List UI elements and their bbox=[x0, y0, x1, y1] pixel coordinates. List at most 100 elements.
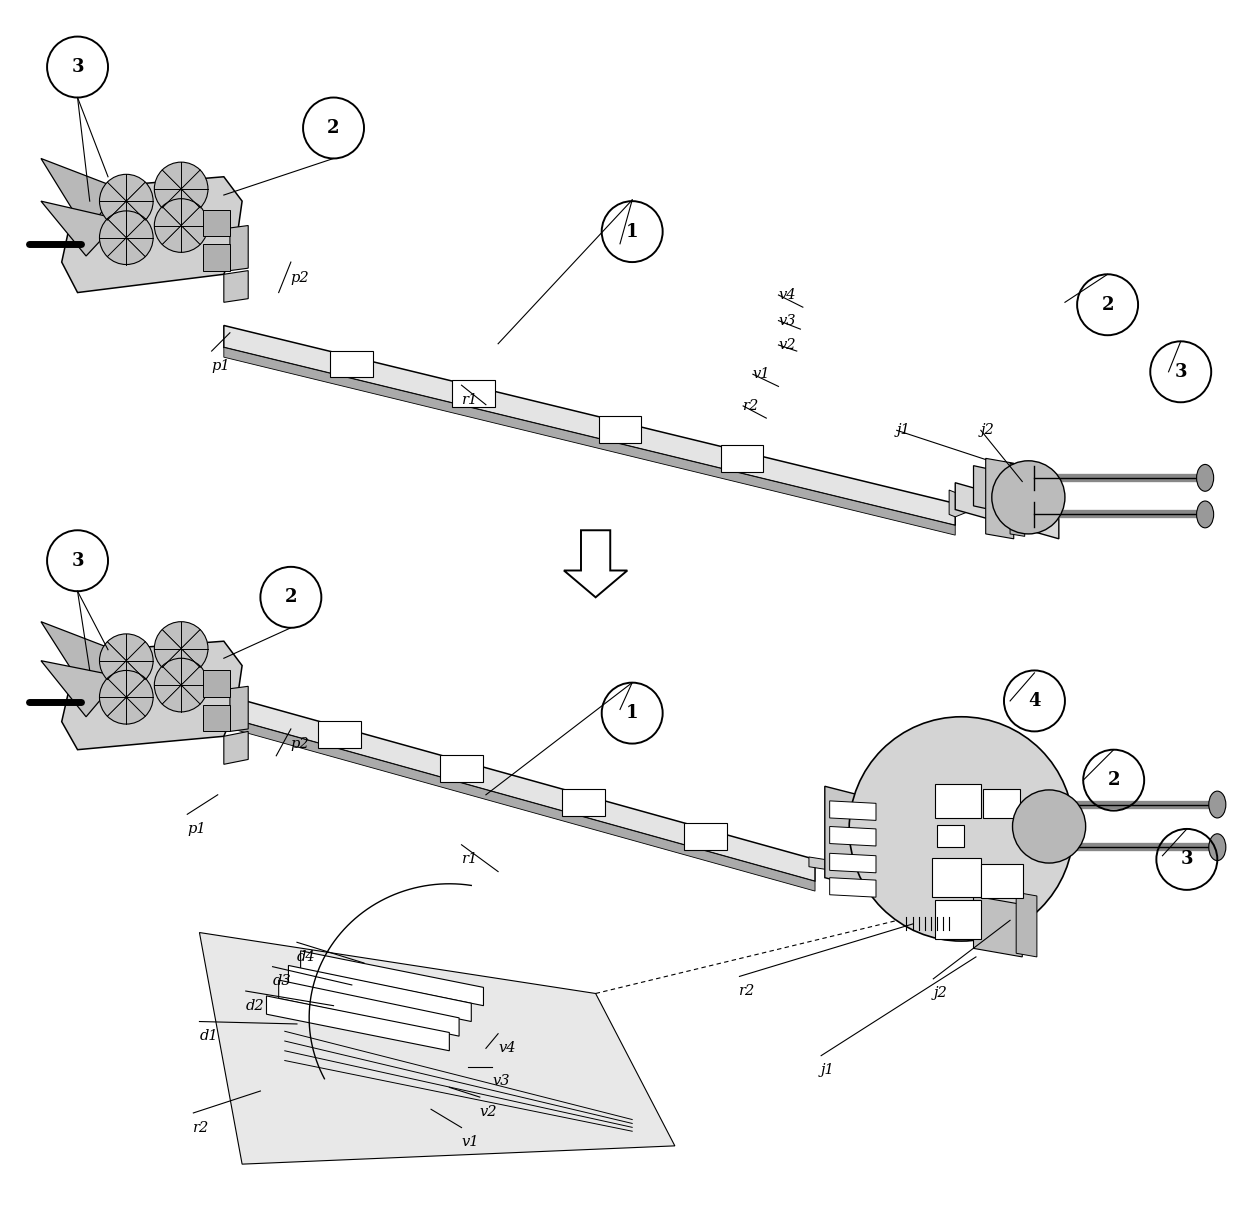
Text: p1: p1 bbox=[187, 822, 206, 836]
Circle shape bbox=[154, 622, 208, 675]
Text: 4: 4 bbox=[1028, 692, 1040, 709]
Text: v2: v2 bbox=[480, 1104, 497, 1119]
Polygon shape bbox=[41, 661, 120, 717]
Text: v3: v3 bbox=[492, 1074, 510, 1089]
Polygon shape bbox=[224, 271, 248, 302]
Polygon shape bbox=[203, 705, 229, 731]
Polygon shape bbox=[830, 801, 875, 820]
Polygon shape bbox=[224, 347, 955, 535]
Polygon shape bbox=[62, 641, 242, 750]
Text: r2: r2 bbox=[743, 399, 759, 413]
Text: 2: 2 bbox=[327, 119, 340, 137]
Text: 3: 3 bbox=[71, 59, 84, 76]
Circle shape bbox=[99, 174, 153, 228]
Polygon shape bbox=[935, 900, 981, 939]
Polygon shape bbox=[937, 825, 963, 847]
Polygon shape bbox=[562, 789, 605, 816]
Polygon shape bbox=[720, 445, 764, 472]
Polygon shape bbox=[830, 826, 875, 846]
Text: p2: p2 bbox=[291, 736, 310, 751]
Text: r2: r2 bbox=[193, 1120, 210, 1135]
Text: v1: v1 bbox=[753, 367, 770, 382]
Polygon shape bbox=[1016, 892, 1037, 957]
Polygon shape bbox=[224, 695, 815, 881]
Polygon shape bbox=[41, 158, 120, 232]
Polygon shape bbox=[830, 853, 875, 873]
Text: 3: 3 bbox=[71, 552, 84, 569]
Polygon shape bbox=[200, 933, 675, 1164]
Text: v3: v3 bbox=[779, 313, 796, 328]
Ellipse shape bbox=[1209, 834, 1226, 861]
Polygon shape bbox=[1011, 463, 1024, 536]
Polygon shape bbox=[229, 226, 248, 271]
Circle shape bbox=[154, 199, 208, 252]
Text: 2: 2 bbox=[1101, 296, 1114, 313]
Polygon shape bbox=[224, 325, 955, 525]
Circle shape bbox=[1013, 790, 1086, 863]
Polygon shape bbox=[949, 490, 986, 517]
Text: d4: d4 bbox=[296, 950, 316, 964]
Text: v1: v1 bbox=[461, 1135, 479, 1150]
Polygon shape bbox=[825, 786, 882, 892]
Text: r1: r1 bbox=[461, 393, 477, 407]
Text: 1: 1 bbox=[626, 223, 639, 240]
Polygon shape bbox=[203, 210, 229, 236]
Polygon shape bbox=[808, 857, 839, 872]
Ellipse shape bbox=[1197, 501, 1214, 528]
Polygon shape bbox=[564, 530, 627, 597]
Text: d3: d3 bbox=[273, 974, 291, 989]
Polygon shape bbox=[955, 483, 1059, 539]
Polygon shape bbox=[839, 862, 875, 878]
Polygon shape bbox=[983, 789, 1019, 818]
Text: 3: 3 bbox=[1174, 363, 1187, 380]
Text: v4: v4 bbox=[498, 1041, 516, 1056]
Circle shape bbox=[154, 658, 208, 712]
Circle shape bbox=[99, 670, 153, 724]
Text: j2: j2 bbox=[934, 986, 947, 1001]
Ellipse shape bbox=[1197, 464, 1214, 491]
Text: d1: d1 bbox=[200, 1029, 218, 1043]
Polygon shape bbox=[331, 351, 373, 378]
Polygon shape bbox=[224, 717, 815, 891]
Text: 2: 2 bbox=[1107, 772, 1120, 789]
Polygon shape bbox=[62, 177, 242, 293]
Polygon shape bbox=[41, 201, 120, 256]
Polygon shape bbox=[229, 686, 248, 731]
Text: p2: p2 bbox=[291, 271, 310, 285]
Polygon shape bbox=[973, 466, 1047, 522]
Polygon shape bbox=[973, 896, 1022, 957]
Ellipse shape bbox=[1209, 791, 1226, 818]
Text: 2: 2 bbox=[285, 589, 298, 606]
Text: 1: 1 bbox=[626, 705, 639, 722]
Polygon shape bbox=[935, 784, 981, 818]
Polygon shape bbox=[300, 951, 484, 1006]
Polygon shape bbox=[41, 622, 120, 692]
Polygon shape bbox=[267, 996, 449, 1051]
Text: v4: v4 bbox=[779, 288, 796, 302]
Polygon shape bbox=[440, 755, 482, 781]
Polygon shape bbox=[224, 731, 248, 764]
Text: j1: j1 bbox=[821, 1063, 835, 1078]
Circle shape bbox=[154, 162, 208, 216]
Circle shape bbox=[99, 634, 153, 688]
Polygon shape bbox=[932, 858, 981, 897]
Circle shape bbox=[849, 717, 1074, 941]
Text: p1: p1 bbox=[212, 358, 231, 373]
Circle shape bbox=[992, 461, 1065, 534]
Text: r1: r1 bbox=[461, 852, 477, 867]
Polygon shape bbox=[203, 244, 229, 271]
Circle shape bbox=[99, 211, 153, 265]
Polygon shape bbox=[279, 980, 459, 1036]
Text: r2: r2 bbox=[739, 984, 755, 998]
Polygon shape bbox=[830, 878, 875, 897]
Polygon shape bbox=[289, 965, 471, 1022]
Polygon shape bbox=[684, 823, 727, 850]
Text: d2: d2 bbox=[246, 998, 264, 1013]
Polygon shape bbox=[453, 380, 495, 407]
Polygon shape bbox=[319, 720, 361, 747]
Polygon shape bbox=[203, 670, 229, 697]
Text: 3: 3 bbox=[1180, 851, 1193, 868]
Polygon shape bbox=[981, 864, 1023, 898]
Text: v2: v2 bbox=[779, 338, 796, 352]
Polygon shape bbox=[599, 416, 641, 442]
